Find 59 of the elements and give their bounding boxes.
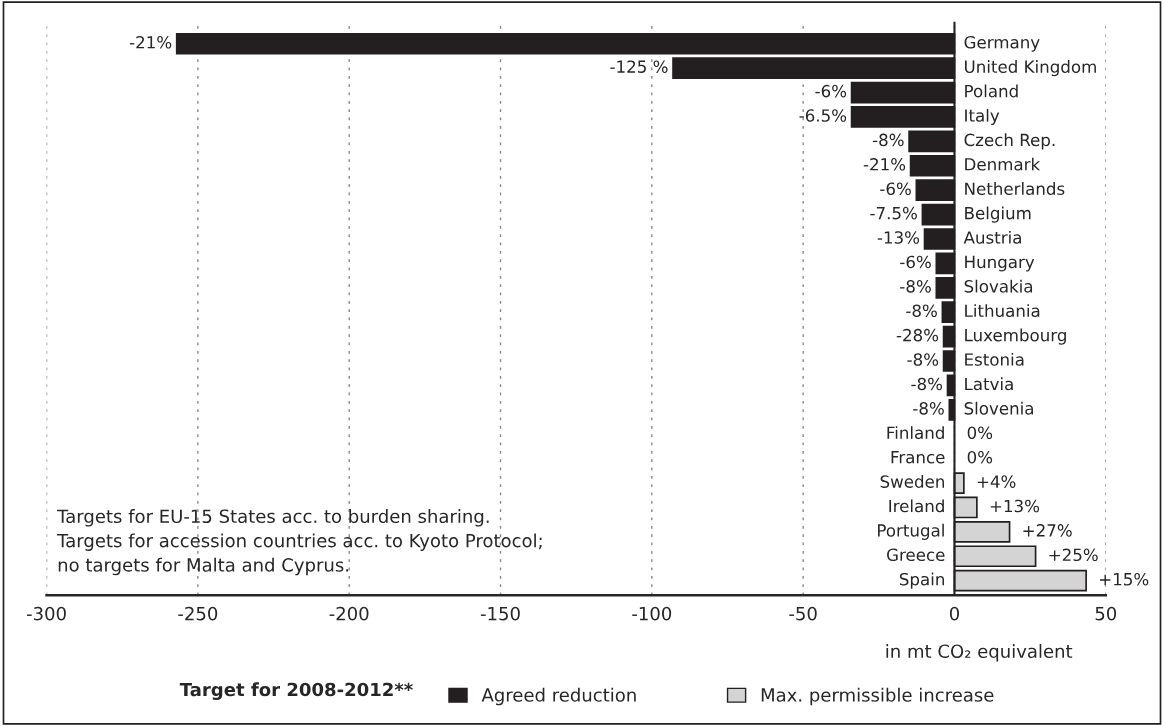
annotation: -6% [815,84,847,98]
annotation: -6% [880,182,911,196]
annotation: -6% [900,255,931,269]
x-tick-label: -100 [632,606,672,621]
x-axis-title: in mt CO₂ equivalent [886,644,1073,662]
annotation: -6.5% [799,109,847,122]
annotation: +27% [1023,524,1072,537]
y-tick-label: Greece [887,548,945,562]
y-tick-label: Poland [965,84,1018,98]
y-tick-label: Sweden [880,474,944,488]
y-tick-label: Austria [963,230,1021,244]
y-tick-label: Germany [964,35,1040,52]
annotation: -21% [863,158,906,171]
y-tick-label: Spain [899,572,944,589]
annotation: 0% [967,450,993,464]
y-tick-label: Slovenia [964,401,1033,415]
x-tick-label: -300 [26,606,66,621]
annotation: Targets for EU-15 States acc. to burden sharing. Targets for accession countries acc. to Kyoto Protocol; no targets for Malta and Cyprus. [57,509,542,576]
x-tick-label: -200 [329,606,369,621]
annotation: -8% [906,304,937,318]
annotation: 0% [967,426,993,440]
y-tick-label: Italy [965,108,1000,126]
annotation: +15% [1100,572,1149,586]
y-tick-label: Latvia [965,377,1013,391]
y-tick-label: Slovakia [964,279,1033,293]
x-tick-label: 50 [1095,606,1117,621]
annotation: -28% [896,328,939,342]
y-tick-label: France [891,451,945,464]
annotation: -8% [900,280,931,293]
annotation: -8% [911,377,943,391]
y-tick-label: United Kingdom [965,60,1096,77]
legend-label: Agreed reduction [481,687,636,706]
x-tick-label: -50 [789,606,817,621]
y-tick-label: Estonia [965,352,1024,366]
y-tick-label: Hungary [965,255,1035,272]
y-tick-label: Denmark [965,157,1041,171]
legend-label: Max. permissible increase [761,687,994,706]
y-tick-label: Netherlands [965,182,1065,196]
annotation: -13% [877,231,920,244]
annotation: +13% [990,499,1040,513]
x-tick-label: 0 [949,606,960,621]
x-tick-label: -250 [178,606,218,621]
annotation: -7.5% [870,206,917,220]
annotation: +25% [1049,548,1098,562]
y-tick-label: Portugal [878,523,944,540]
y-tick-label: Finland [887,426,944,440]
annotation: -8% [913,402,944,415]
legend-title: Target for 2008-2012** [179,682,413,700]
annotation: -21% [129,35,172,49]
y-tick-label: Czech Rep. [964,133,1055,150]
y-tick-label: Luxembourg [965,328,1066,345]
annotation: +4% [977,475,1016,488]
annotation: -8% [872,133,904,147]
annotation: -125 % [610,60,668,73]
y-tick-label: Lithuania [965,304,1040,318]
y-tick-label: Ireland [889,499,944,513]
annotation: -8% [907,353,939,366]
y-tick-label: Belgium [965,206,1031,223]
x-tick-label: -150 [480,606,520,621]
